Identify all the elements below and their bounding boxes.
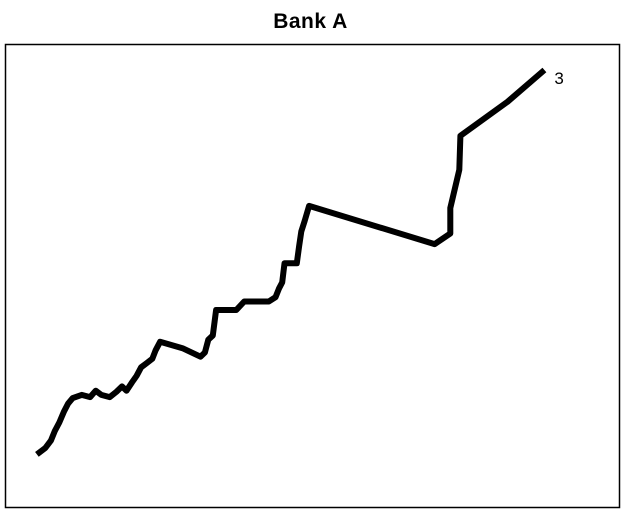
plot-area-frame [4,43,621,509]
series-end-label: 3 [554,69,563,88]
chart-title: Bank A [273,10,348,33]
series-line-1 [35,67,547,457]
series-layer: 3 [35,67,564,457]
